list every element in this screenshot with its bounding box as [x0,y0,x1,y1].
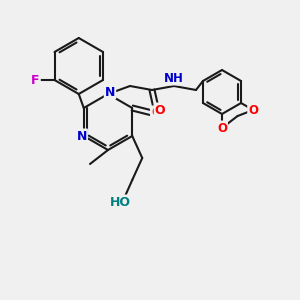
Text: N: N [76,130,87,142]
Text: HO: HO [110,196,131,208]
Text: O: O [217,122,227,134]
Text: O: O [155,103,165,116]
Text: N: N [105,85,115,98]
Text: F: F [31,74,40,86]
Text: O: O [151,106,162,119]
Text: O: O [248,103,258,116]
Text: NH: NH [164,71,184,85]
